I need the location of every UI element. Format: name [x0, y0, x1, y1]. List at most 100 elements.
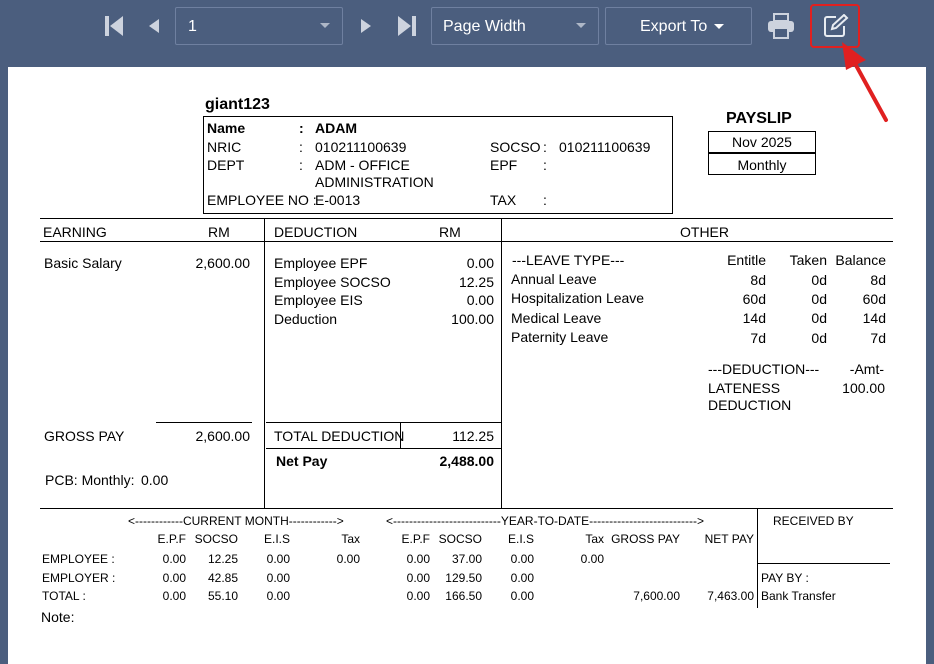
epf-label: EPF: [490, 157, 518, 173]
leave-balance: 8d: [870, 272, 886, 288]
dept-label: DEPT: [207, 157, 245, 173]
earning-header: EARNING: [43, 224, 107, 240]
nric-value: 010211100639: [315, 139, 407, 155]
balance-header: Balance: [835, 252, 886, 268]
report-toolbar: 1 Page Width Export To: [0, 0, 934, 64]
contrib-row-label: TOTAL :: [42, 589, 86, 603]
contrib-cell: 0.00: [162, 552, 186, 566]
first-page-icon[interactable]: [104, 15, 124, 37]
contrib-cell: 0.00: [336, 552, 360, 566]
ytd-net-header: NET PAY: [704, 532, 754, 546]
cm-epf-header: E.P.F: [157, 532, 186, 546]
empno-value: E-0013: [315, 192, 361, 208]
deduction-item-label: Employee EIS: [274, 292, 363, 308]
contrib-cell: 0.00: [162, 589, 186, 603]
contrib-cell: 0.00: [406, 552, 430, 566]
next-page-icon[interactable]: [360, 18, 372, 34]
earning-rm-header: RM: [208, 224, 230, 240]
contrib-cell: 37.00: [451, 552, 482, 566]
company-name: giant123: [205, 96, 270, 113]
chevron-down-icon: [714, 24, 724, 29]
chevron-down-icon: [576, 23, 586, 28]
tax-colon: :: [543, 192, 547, 208]
pcb-label: PCB: Monthly:: [45, 472, 135, 488]
contrib-row-label: EMPLOYER :: [42, 571, 116, 585]
divider-earning-deduction: [264, 218, 265, 508]
leave-entitle: 7d: [750, 330, 766, 346]
zoom-select[interactable]: Page Width: [431, 7, 599, 45]
contrib-cell: 0.00: [580, 552, 604, 566]
deduction-total-bottom-line: [266, 448, 501, 449]
contrib-cell: 55.10: [207, 589, 238, 603]
print-icon[interactable]: [767, 13, 795, 39]
gross-pay-label: GROSS PAY: [44, 428, 125, 444]
deduction-item-label: Employee SOCSO: [274, 274, 391, 290]
payslip-period: Nov 2025: [732, 134, 792, 150]
section-top-line: [40, 218, 893, 219]
gross-pay-value: 2,600.00: [195, 428, 251, 444]
contrib-cell: 129.50: [445, 571, 482, 585]
ytd-eis-header: E.I.S: [507, 532, 534, 546]
frequency-box: [708, 153, 816, 175]
leave-entitle: 8d: [750, 272, 766, 288]
contrib-top-line: [40, 508, 893, 509]
page-number-value: 1: [188, 18, 197, 35]
received-by-divider: [757, 508, 758, 608]
dept-value-2: ADMINISTRATION: [315, 174, 434, 190]
nric-label: NRIC: [207, 139, 242, 155]
leave-balance: 60d: [862, 291, 886, 307]
chevron-down-icon: [320, 23, 330, 28]
tax-label: TAX: [490, 192, 517, 208]
socso-colon: :: [543, 139, 547, 155]
leave-type: Annual Leave: [511, 271, 597, 287]
dept-value-1: ADM - OFFICE: [315, 157, 410, 173]
contrib-cell: 0.00: [510, 589, 534, 603]
leave-type: Medical Leave: [511, 310, 602, 326]
export-to-button[interactable]: Export To: [605, 7, 752, 45]
name-colon: :: [299, 120, 304, 136]
payslip-frequency: Monthly: [737, 157, 787, 173]
leave-type: Paternity Leave: [511, 329, 609, 345]
contrib-cell: 0.00: [406, 571, 430, 585]
payslip-title: PAYSLIP: [726, 110, 792, 127]
deduction-item-value: 0.00: [466, 292, 494, 308]
page-number-select[interactable]: 1: [175, 7, 343, 45]
current-month-header: <------------CURRENT MONTH------------>: [128, 514, 344, 528]
note-label: Note:: [41, 609, 75, 625]
name-value: ADAM: [315, 120, 357, 136]
employee-info-box: [203, 116, 673, 214]
socso-value: 010211100639: [559, 139, 651, 155]
ytd-header: <---------------------------YEAR-TO-DATE…: [386, 514, 705, 528]
net-pay-label: Net Pay: [276, 453, 328, 469]
edit-report-button[interactable]: [810, 4, 860, 48]
earning-item-label: Basic Salary: [44, 255, 122, 271]
entitle-header: Entitle: [727, 252, 766, 268]
divider-deduction-other: [501, 218, 502, 508]
contrib-cell: 0.00: [266, 571, 290, 585]
deduction-item-value: 100.00: [451, 311, 494, 327]
earning-item-value: 2,600.00: [195, 255, 251, 271]
last-page-icon[interactable]: [397, 15, 417, 37]
prev-page-icon[interactable]: [148, 18, 160, 34]
deduction-item-label: Deduction: [274, 311, 338, 327]
deduction-item-label: Employee EPF: [274, 255, 368, 271]
deduction-total-divider: [400, 422, 401, 448]
ytd-gross-header: GROSS PAY: [611, 532, 680, 546]
section-header-line: [40, 241, 893, 242]
deduction-total-top-line: [266, 422, 501, 423]
contrib-cell: 0.00: [510, 552, 534, 566]
payslip-page: giant123 Name : ADAM NRIC : 010211100639…: [8, 67, 926, 664]
contrib-cell: 0.00: [266, 589, 290, 603]
export-label: Export To: [640, 18, 708, 35]
leave-type: Hospitalization Leave: [511, 290, 645, 306]
cm-socso-header: SOCSO: [194, 532, 238, 546]
other-deduction-header: ---DEDUCTION---: [708, 361, 820, 377]
net-pay-value: 2,488.00: [439, 453, 495, 469]
period-box: [708, 131, 816, 153]
zoom-value: Page Width: [443, 18, 526, 35]
leave-balance: 7d: [870, 330, 886, 346]
leave-taken: 0d: [811, 330, 827, 346]
other-deduction-label-2: DEDUCTION: [708, 397, 792, 413]
contrib-cell: 7,463.00: [707, 589, 754, 603]
nric-colon: :: [299, 139, 303, 155]
